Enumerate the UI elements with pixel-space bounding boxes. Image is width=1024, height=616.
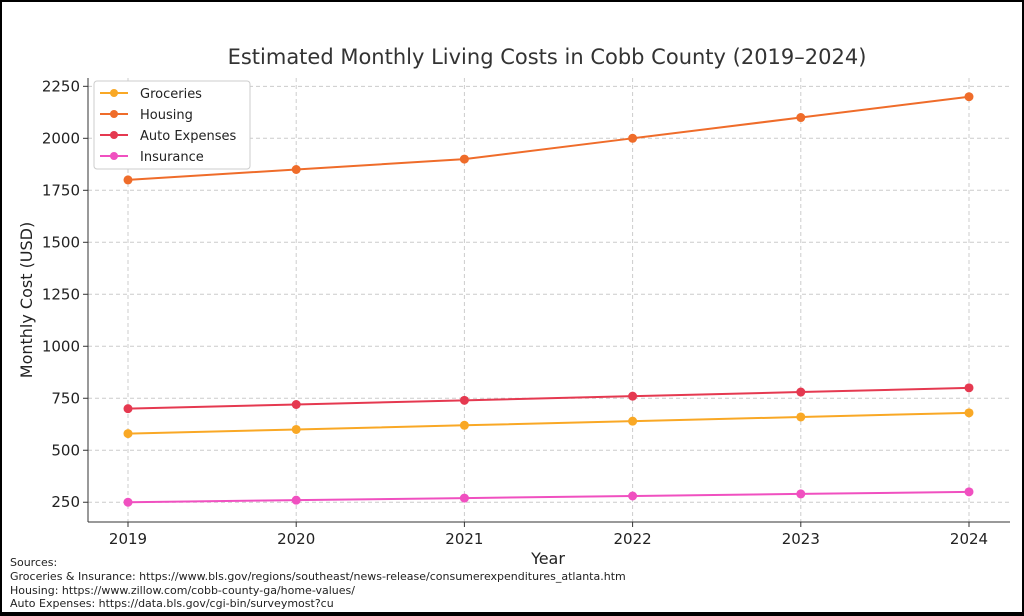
data-point [964,487,974,497]
data-point [964,383,974,393]
data-point [291,424,301,434]
data-point [628,416,638,426]
x-tick-label: 2023 [782,530,820,548]
legend-label: Insurance [140,150,204,165]
data-point [628,391,638,401]
axes [87,78,1010,523]
data-point [459,493,469,503]
y-ticks: 250 500 750 1000 1250 1500 1750 2000 2250 [42,77,88,511]
data-point [796,387,806,397]
sources-heading: Sources: [10,556,57,569]
source-line: Groceries & Insurance: https://www.bls.g… [10,570,626,583]
x-axis-label: Year [530,549,565,568]
data-point [291,165,301,175]
source-line: Housing: https://www.zillow.com/cobb-cou… [10,584,355,597]
series-line [127,490,970,504]
source-line: Auto Expenses: https://data.bls.gov/cgi-… [10,597,334,610]
data-point [628,133,638,143]
data-point [964,408,974,418]
data-point [123,404,133,414]
data-point [123,175,133,185]
legend-label: Housing [140,108,193,123]
legend-marker [110,152,118,160]
y-tick-label: 250 [51,493,80,511]
series [123,92,974,507]
legend: Groceries Housing Auto Expenses Insurance [93,80,251,170]
data-point [628,491,638,501]
y-tick-label: 1750 [42,181,80,199]
y-axis-label: Monthly Cost (USD) [17,222,36,378]
y-tick-label: 1500 [42,233,80,251]
x-tick-label: 2024 [950,530,988,548]
series-line [127,411,970,435]
legend-marker [110,110,118,118]
y-tick-label: 1250 [42,285,80,303]
legend-marker [110,89,118,97]
y-tick-label: 500 [51,441,80,459]
x-tick-label: 2020 [277,530,315,548]
data-point [123,429,133,439]
data-point [123,497,133,507]
y-tick-label: 750 [51,389,80,407]
legend-label: Auto Expenses [140,129,236,144]
y-tick-label: 2000 [42,129,80,147]
data-point [796,113,806,123]
x-tick-label: 2022 [614,530,652,548]
data-point [459,395,469,405]
data-point [796,489,806,499]
legend-label: Groceries [140,87,202,102]
x-tick-label: 2019 [109,530,147,548]
x-ticks: 2019 2020 2021 2022 2023 2024 [109,522,988,548]
data-point [291,495,301,505]
legend-box [93,80,251,170]
x-tick-label: 2021 [445,530,483,548]
data-point [459,420,469,430]
legend-marker [110,131,118,139]
chart-title: Estimated Monthly Living Costs in Cobb C… [228,45,867,69]
y-tick-label: 1000 [42,337,80,355]
data-point [459,154,469,164]
sources-note: Sources: Groceries & Insurance: https://… [10,556,626,610]
series-line [127,95,970,181]
series-line [127,386,970,410]
y-tick-label: 2250 [42,77,80,95]
data-point [291,400,301,410]
data-point [796,412,806,422]
data-point [964,92,974,102]
